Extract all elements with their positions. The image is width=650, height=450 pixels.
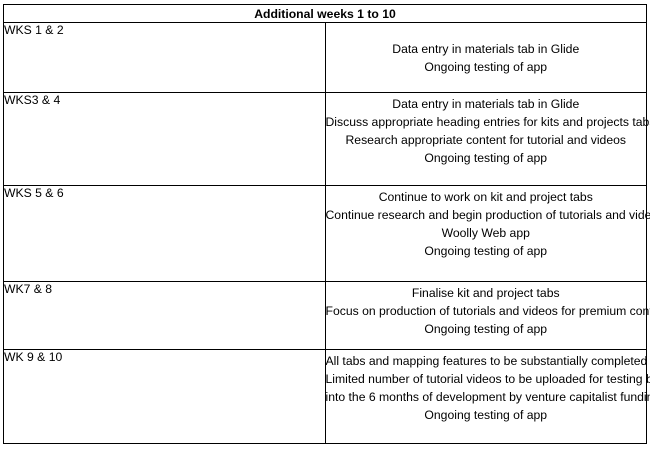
week-label: WK7 & 8 [3, 281, 326, 350]
week-label: WK 9 & 10 [3, 349, 326, 444]
title-row: Additional weeks 1 to 10 [3, 4, 647, 23]
table-row: WK 9 & 10 All tabs and mapping features … [3, 349, 650, 444]
task-line: Continue to work on kit and project tabs [378, 190, 593, 204]
task-line: Ongoing testing of app [424, 408, 548, 422]
task-line: Woolly Web app [441, 226, 530, 240]
table-row: WK7 & 8 Finalise kit and project tabs Fo… [3, 281, 650, 350]
week-label: WKS3 & 4 [3, 92, 326, 186]
task-line: Ongoing testing of app [424, 60, 548, 74]
task-line: into the 6 months of development by vent… [325, 390, 650, 404]
task-cell: All tabs and mapping features to be subs… [324, 349, 650, 444]
task-line: Discuss appropriate heading entries for … [325, 115, 650, 129]
task-line: Data entry in materials tab in Glide [392, 97, 580, 111]
task-cell: Data entry in materials tab in Glide Dis… [324, 92, 650, 186]
task-line: Limited number of tutorial videos to be … [325, 372, 650, 386]
schedule-table: Additional weeks 1 to 10 WKS 1 & 2 Data … [3, 4, 650, 444]
task-line: Ongoing testing of app [424, 322, 548, 336]
task-line: Finalise kit and project tabs [411, 286, 560, 300]
task-line: Focus on production of tutorials and vid… [325, 304, 650, 318]
week-label: WKS 1 & 2 [3, 22, 326, 93]
task-line: Ongoing testing of app [424, 151, 548, 165]
task-cell: Continue to work on kit and project tabs… [324, 185, 650, 282]
task-line: All tabs and mapping features to be subs… [325, 354, 648, 368]
task-cell: Data entry in materials tab in Glide Ong… [324, 22, 647, 93]
task-cell: Finalise kit and project tabs Focus on p… [324, 281, 650, 350]
table-title: Additional weeks 1 to 10 [3, 4, 647, 23]
table-row: WKS 5 & 6 Continue to work on kit and pr… [3, 185, 650, 282]
task-line: Research appropriate content for tutoria… [345, 133, 626, 147]
table-row: WKS3 & 4 Data entry in materials tab in … [3, 92, 650, 186]
task-line: Ongoing testing of app [424, 244, 548, 258]
week-label: WKS 5 & 6 [3, 185, 326, 282]
task-line: Continue research and begin production o… [325, 208, 650, 222]
task-line: Data entry in materials tab in Glide [392, 42, 580, 56]
table-row: WKS 1 & 2 Data entry in materials tab in… [3, 22, 647, 93]
